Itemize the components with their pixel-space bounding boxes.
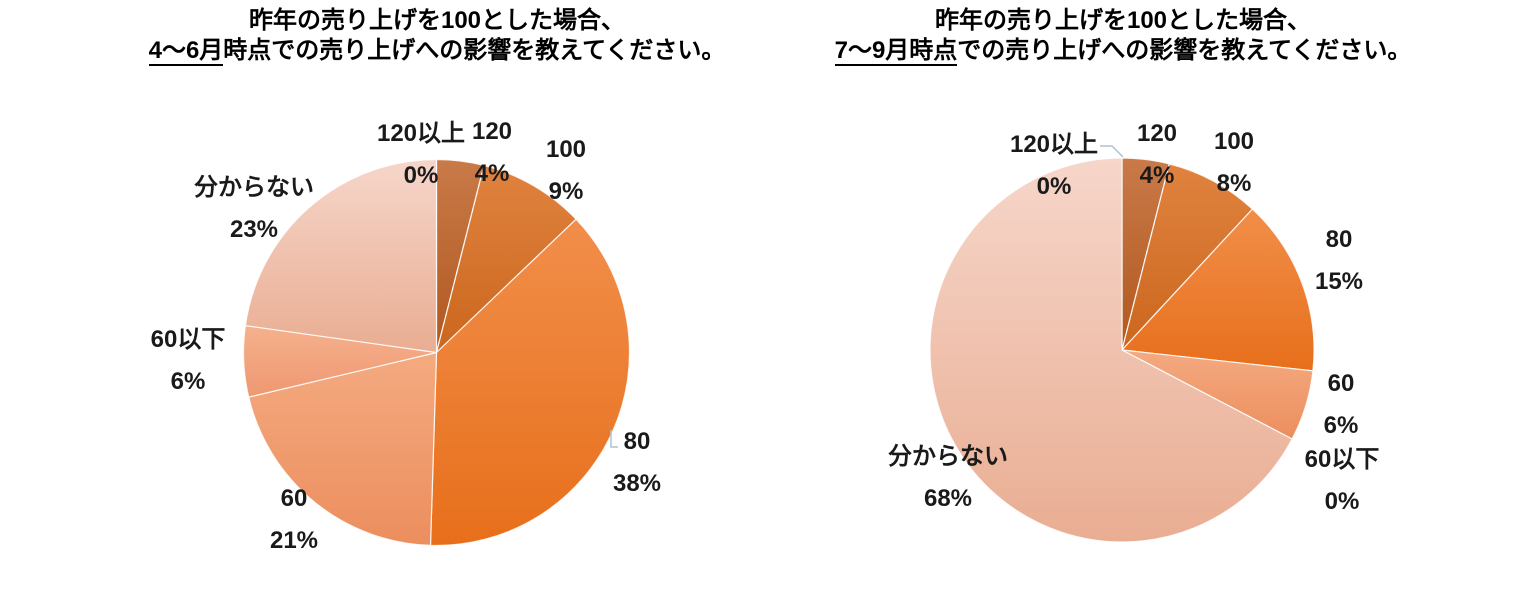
title-line1: 昨年の売り上げを100とした場合、 bbox=[248, 7, 626, 34]
pie-slice-分からない bbox=[929, 157, 1293, 543]
title-underlined-period: 7～9月時点 bbox=[834, 37, 958, 66]
label-leader-line bbox=[610, 430, 618, 448]
pie-slice-100 bbox=[1121, 163, 1253, 351]
pie-slice-80 bbox=[429, 218, 631, 547]
chart-title-jul-sep: 昨年の売り上げを100とした場合、 7～9月時点での売り上げへの影響を教えてくださ… bbox=[763, 6, 1483, 66]
title-line1: 昨年の売り上げを100とした場合、 bbox=[934, 7, 1312, 34]
pie-slice-100 bbox=[435, 164, 577, 354]
pie-svg-jul-sep bbox=[929, 145, 1315, 543]
pie-svg-apr-jun bbox=[242, 158, 631, 547]
label-leader-line bbox=[1100, 145, 1124, 158]
pie-slice-分からない bbox=[244, 158, 438, 354]
pie-slice-80 bbox=[1121, 208, 1315, 372]
pie-chart-jul-sep: 昨年の売り上げを100とした場合、 7～9月時点での売り上げへの影響を教えてくださ… bbox=[762, 0, 1525, 597]
title-line2-rest: での売り上げへの影響を教えてください。 bbox=[957, 37, 1412, 64]
title-underlined-period: 4～6月 bbox=[148, 37, 224, 66]
title-line2-rest: 時点での売り上げへの影響を教えてください。 bbox=[223, 37, 726, 64]
chart-title-apr-jun: 昨年の売り上げを100とした場合、 4～6月時点での売り上げへの影響を教えてくださ… bbox=[77, 6, 797, 66]
pie-slice-60 bbox=[248, 351, 438, 546]
pie-chart-apr-jun: 昨年の売り上げを100とした場合、 4～6月時点での売り上げへの影響を教えてくださ… bbox=[0, 0, 762, 597]
